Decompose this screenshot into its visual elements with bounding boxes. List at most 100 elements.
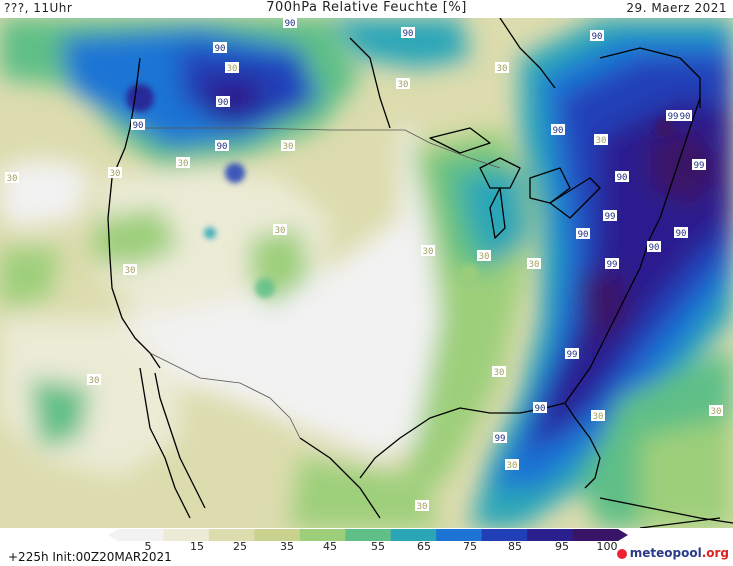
colorbar-tick-label: 75 <box>463 540 477 553</box>
contour-label-box <box>527 258 541 269</box>
contour-label-box <box>283 18 297 28</box>
colorbar-ticks: 5 15 25 35 45 55 65 75 85 95 100 <box>0 540 733 554</box>
contour-label-box <box>594 134 608 145</box>
contour-label: 30 <box>7 174 18 184</box>
contour-label-box <box>421 245 435 256</box>
contour-label-box <box>215 140 229 151</box>
colorbar-tick-label: 65 <box>417 540 431 553</box>
logo-name: meteopool <box>629 546 702 560</box>
colorbar-tick-label: 45 <box>323 540 337 553</box>
contour-label: 30 <box>417 502 428 512</box>
contour-label: 90 <box>217 142 228 152</box>
contour-label-box <box>495 62 509 73</box>
meteopool-logo[interactable]: meteopool.org <box>616 546 729 560</box>
contour-label-box <box>565 348 579 359</box>
contour-label: 90 <box>592 32 603 42</box>
contour-label: 30 <box>110 169 121 179</box>
contour-label-box <box>533 402 547 413</box>
contour-label-box <box>674 227 688 238</box>
contour-label: 30 <box>283 142 294 152</box>
map-title: 700hPa Relative Feuchte [%] <box>266 0 467 15</box>
valid-date: 29. Maerz 2021 <box>626 1 727 15</box>
contour-label: 99 <box>495 434 506 444</box>
contour-labels: 90 90 90 30 90 90 90 30 30 30 30 30 30 30 30 90 90 30 99 90… <box>5 18 723 512</box>
contour-label: 90 <box>553 126 564 136</box>
colorbar-tick-label: 100 <box>596 540 618 553</box>
contour-label: 90 <box>617 173 628 183</box>
contour-label-box <box>273 224 287 235</box>
contour-label-box <box>666 110 680 121</box>
colorbar-arrow-high <box>618 529 628 541</box>
colorbar-segment <box>481 529 528 541</box>
colorbar-segment <box>390 529 437 541</box>
colorbar-arrow-low <box>108 529 118 541</box>
contour-label-box <box>492 366 506 377</box>
colorbar-tick-label: 15 <box>190 540 204 553</box>
contour-label-box <box>281 140 295 151</box>
colorbar-segment <box>572 529 619 541</box>
contour-label-box <box>603 210 617 221</box>
contour-label: 30 <box>507 461 518 471</box>
colorbar-tick-label: 25 <box>233 540 247 553</box>
colorbar-tick-label: 5 <box>144 540 152 553</box>
contour-label-box <box>176 157 190 168</box>
contour-label-box <box>590 30 604 41</box>
contour-label-box <box>131 119 145 130</box>
colorbar-tick-label: 55 <box>371 540 385 553</box>
contour-label-box <box>213 42 227 53</box>
colorbar-segment <box>208 529 255 541</box>
contour-label-box <box>87 374 101 385</box>
contour-label: 30 <box>529 260 540 270</box>
contour-label: 99 <box>567 350 578 360</box>
contour-label-box <box>591 410 605 421</box>
contour-label-box <box>216 96 230 107</box>
contour-label-box <box>709 405 723 416</box>
logo-tld: .org <box>701 546 729 560</box>
colorbar-segment <box>345 529 392 541</box>
colorbar-segment <box>527 529 574 541</box>
contour-label-box <box>605 258 619 269</box>
colorbar-tick-label: 95 <box>555 540 569 553</box>
contour-label-box <box>5 172 19 183</box>
colorbar-segment <box>118 529 164 541</box>
colorbar-tick-label: 85 <box>508 540 522 553</box>
contour-label-box <box>493 432 507 443</box>
colorbar-segment <box>299 529 346 541</box>
contour-label: 90 <box>676 229 687 239</box>
footer: 5 15 25 35 45 55 65 75 85 95 100 +225h Init:00Z20M… <box>0 528 733 566</box>
logo-icon <box>616 548 627 559</box>
contour-label: 90 <box>535 404 546 414</box>
contour-label: 90 <box>403 29 414 39</box>
contour-label-box <box>225 62 239 73</box>
colorbar-segment <box>254 529 301 541</box>
contour-label: 99 <box>605 212 616 222</box>
contour-label: 99 <box>607 260 618 270</box>
contour-label: 30 <box>398 80 409 90</box>
contour-label-box <box>108 167 122 178</box>
contour-label: 30 <box>89 376 100 386</box>
contour-label: 30 <box>596 136 607 146</box>
contour-label-box <box>647 241 661 252</box>
contour-label: 90 <box>218 98 229 108</box>
contour-label-box <box>505 459 519 470</box>
contour-label: 30 <box>125 266 136 276</box>
contour-label-box <box>477 250 491 261</box>
humidity-field-smooth <box>0 18 733 528</box>
contour-label-box <box>123 264 137 275</box>
contour-label: 30 <box>479 252 490 262</box>
contour-label: 30 <box>423 247 434 257</box>
contour-label: 90 <box>578 230 589 240</box>
contour-label: 30 <box>178 159 189 169</box>
contour-label-box <box>615 171 629 182</box>
header-bar: ???, 11Uhr 700hPa Relative Feuchte [%] 2… <box>0 0 733 18</box>
contour-label: 90 <box>680 112 691 122</box>
contour-label: 90 <box>285 19 296 29</box>
contour-label-box <box>576 228 590 239</box>
humidity-map: 90 90 90 30 90 90 90 30 30 30 30 30 30 30 30 90 90 30 99 90… <box>0 18 733 528</box>
contour-label-box <box>396 78 410 89</box>
contour-label: 99 <box>694 161 705 171</box>
run-info: +225h Init:00Z20MAR2021 <box>8 550 172 564</box>
contour-label: 30 <box>275 226 286 236</box>
contour-label: 30 <box>593 412 604 422</box>
colorbar <box>108 529 628 541</box>
